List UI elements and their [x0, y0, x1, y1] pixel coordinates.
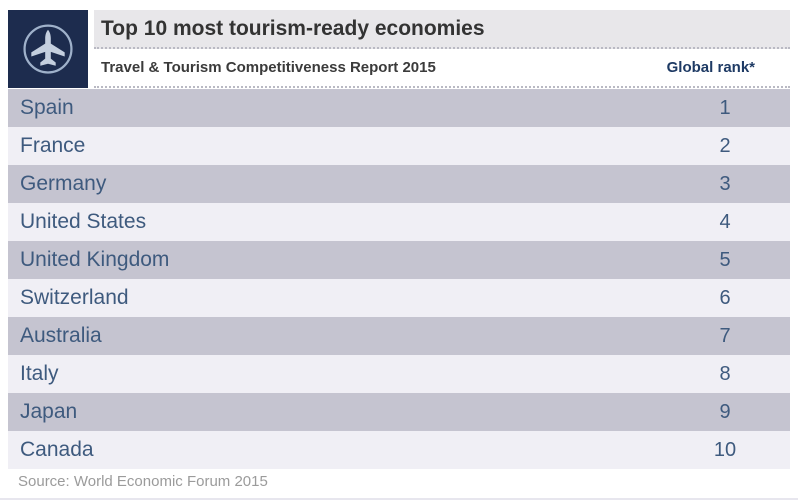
rank-table-body: Spain 1 France 2 Germany 3 United States… [8, 89, 790, 469]
airplane-icon [23, 24, 73, 74]
table-row: Spain 1 [8, 89, 790, 127]
logo-tile [8, 10, 88, 88]
header-main: Top 10 most tourism-ready economies Trav… [94, 10, 790, 88]
country-cell: United States [20, 210, 147, 233]
table-row: Japan 9 [8, 393, 790, 431]
rank-cell: 10 [713, 438, 737, 461]
rank-cell: 3 [719, 172, 731, 195]
rank-cell: 6 [719, 286, 731, 309]
rank-cell: 8 [719, 362, 731, 385]
country-cell: France [20, 134, 86, 157]
table-row: Canada 10 [8, 431, 790, 469]
table-row: Switzerland 6 [8, 279, 790, 317]
country-cell: Italy [20, 362, 59, 385]
country-cell: Switzerland [20, 286, 129, 309]
header: Top 10 most tourism-ready economies Trav… [8, 10, 790, 88]
rank-cell: 5 [719, 248, 731, 271]
table-row: Italy 8 [8, 355, 790, 393]
page-title: Top 10 most tourism-ready economies [101, 16, 485, 40]
table-row: Germany 3 [8, 165, 790, 203]
country-cell: United Kingdom [20, 248, 170, 271]
subtitle-bar: Travel & Tourism Competitiveness Report … [94, 49, 790, 88]
country-cell: Australia [20, 324, 102, 347]
report-subtitle: Travel & Tourism Competitiveness Report … [101, 59, 436, 76]
bottom-divider [0, 498, 798, 500]
table-row: United States 4 [8, 203, 790, 241]
table-row: France 2 [8, 127, 790, 165]
country-cell: Germany [20, 172, 107, 195]
rank-cell: 1 [719, 96, 731, 119]
title-bar: Top 10 most tourism-ready economies [94, 10, 790, 49]
country-cell: Japan [20, 400, 78, 423]
table-row: Australia 7 [8, 317, 790, 355]
table-row: United Kingdom 5 [8, 241, 790, 279]
rank-cell: 7 [719, 324, 731, 347]
rank-column-header: Global rank* [666, 59, 755, 76]
rank-cell: 4 [719, 210, 731, 233]
source-note: Source: World Economic Forum 2015 [18, 473, 268, 490]
country-cell: Spain [20, 96, 74, 119]
rank-cell: 2 [719, 134, 731, 157]
country-cell: Canada [20, 438, 94, 461]
rank-cell: 9 [719, 400, 731, 423]
